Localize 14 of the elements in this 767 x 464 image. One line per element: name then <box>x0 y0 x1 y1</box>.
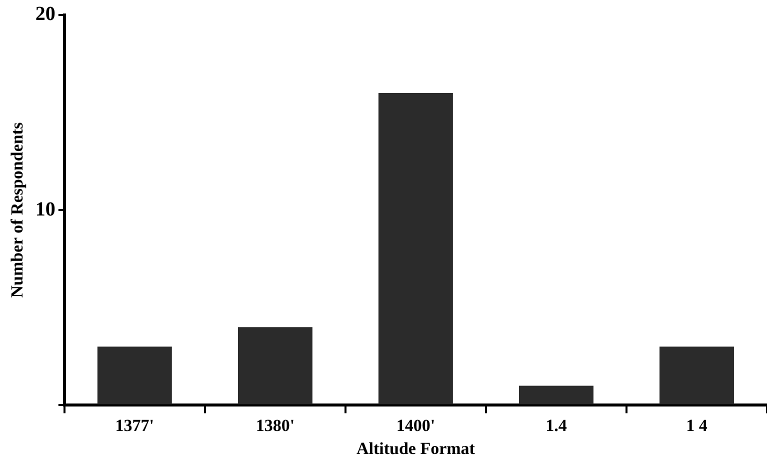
bar <box>97 346 172 404</box>
bar <box>238 327 312 404</box>
y-tick-label: 20 <box>35 3 56 26</box>
x-tick-label: 1380' <box>256 416 295 435</box>
bar <box>518 386 594 404</box>
x-tick-label: 1400' <box>396 416 436 435</box>
y-tick-label: 10 <box>35 198 56 220</box>
x-tick-label: 1.4 <box>546 416 568 435</box>
x-axis-title: Altitude Format <box>356 439 476 458</box>
x-tick-label: 1 4 <box>686 416 708 435</box>
bar <box>378 93 453 404</box>
bar <box>660 346 734 404</box>
y-axis-title: Number of Respondents <box>8 122 27 298</box>
x-tick-label: 1377' <box>115 416 154 435</box>
